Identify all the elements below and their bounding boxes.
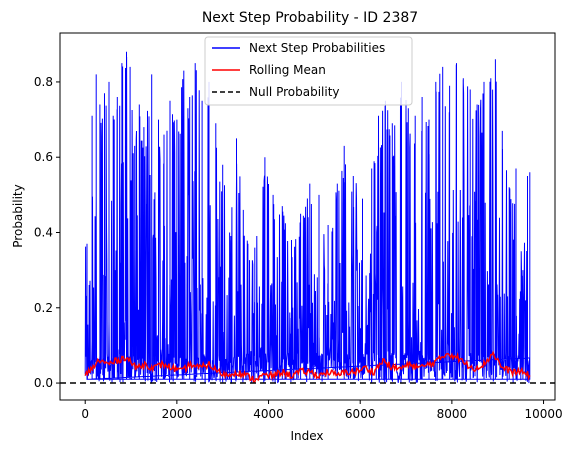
y-axis-label: Probability	[11, 184, 25, 247]
x-tick-label: 10000	[524, 407, 562, 421]
y-tick-label: 0.4	[34, 225, 53, 239]
legend-label-rolling-mean: Rolling Mean	[249, 63, 326, 77]
chart-title: Next Step Probability - ID 2387	[202, 10, 418, 26]
plot-marks	[60, 51, 555, 385]
legend-box	[204, 36, 413, 106]
x-tick-label: 6000	[345, 407, 376, 421]
y-tick-label: 0.0	[34, 376, 53, 390]
x-tick-label: 8000	[437, 407, 468, 421]
legend-label-null: Null Probability	[249, 85, 340, 99]
y-tick-label: 0.2	[34, 301, 53, 315]
x-tick-label: 0	[81, 407, 89, 421]
y-axis-ticks: 0.0 0.2 0.4 0.6 0.8	[34, 75, 60, 390]
series-rolling-mean	[84, 350, 531, 383]
x-tick-label: 4000	[253, 407, 284, 421]
series-next-step-probabilities	[84, 51, 531, 385]
legend-label-probabilities: Next Step Probabilities	[249, 41, 385, 55]
x-axis-ticks: 0 2000 4000 6000 8000 10000	[81, 400, 563, 421]
axes-frame	[59, 32, 556, 401]
y-tick-label: 0.8	[34, 75, 53, 89]
x-axis-label: Index	[290, 429, 323, 443]
y-tick-label: 0.6	[34, 150, 53, 164]
chart-legend: Next Step Probabilities Rolling Mean Nul…	[204, 36, 413, 106]
x-tick-label: 2000	[162, 407, 193, 421]
